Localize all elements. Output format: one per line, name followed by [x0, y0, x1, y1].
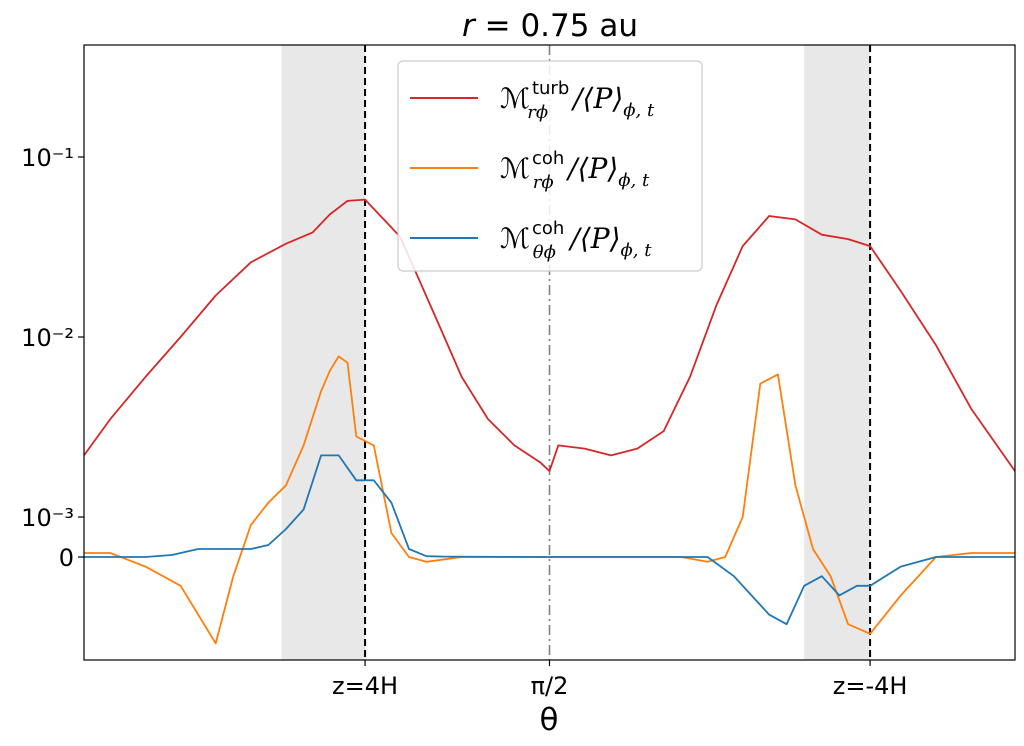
- shaded-region-2: [804, 45, 871, 660]
- legend-box: [397, 60, 703, 272]
- chart-title: r = 0.75 au: [462, 8, 638, 44]
- x-tick-label: π/2: [531, 672, 569, 700]
- shaded-region-1: [281, 45, 366, 660]
- y-tick-label: 10⁻¹: [21, 144, 74, 172]
- y-axis-ticks: 10⁻¹ 10⁻² 10⁻³ 0: [21, 144, 84, 572]
- x-axis-label: θ: [540, 702, 559, 738]
- series-line-2: [84, 355, 1015, 645]
- x-tick-label: z=-4H: [833, 672, 908, 700]
- x-tick-label: z=4H: [332, 672, 398, 700]
- series-line-1: [83, 198, 1016, 472]
- series-lines: [83, 198, 1016, 645]
- series-line-3: [84, 454, 1015, 626]
- shaded-regions: [281, 45, 871, 660]
- y-tick-label: 10⁻³: [21, 504, 74, 532]
- x-axis-ticks: z=4H π/2 z=-4H: [332, 660, 907, 700]
- y-tick-label: 10⁻²: [21, 324, 74, 352]
- y-tick-label: 0: [59, 544, 74, 572]
